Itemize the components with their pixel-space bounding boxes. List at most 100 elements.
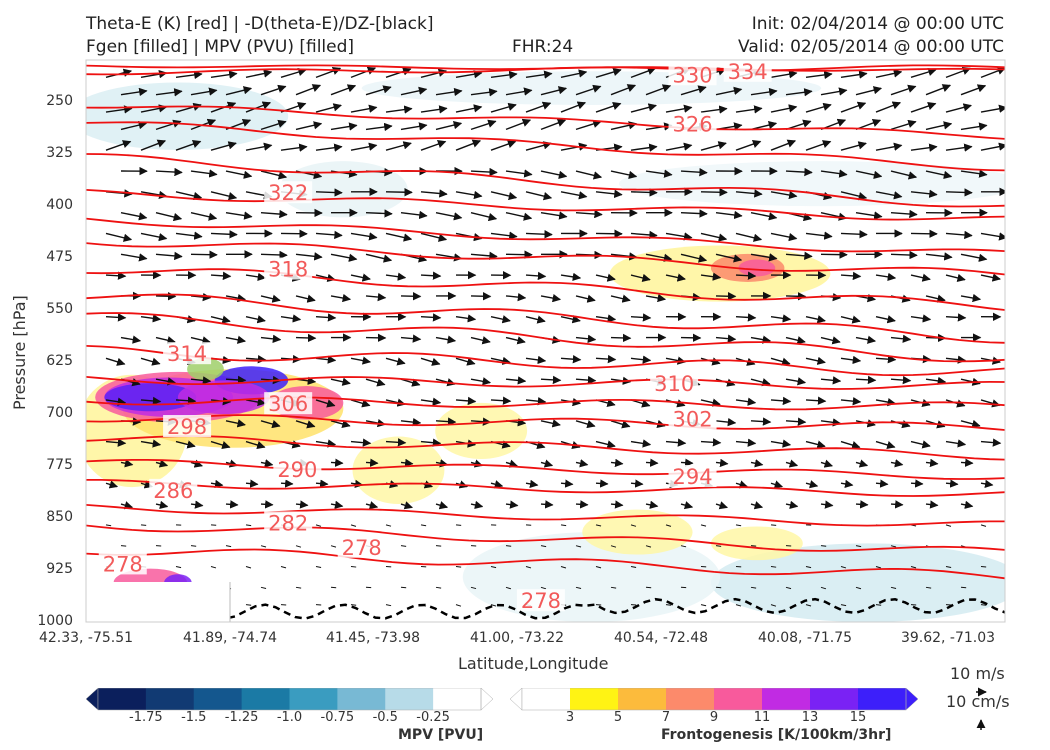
theta-e-contour: [86, 376, 1005, 390]
y-tick-label: 700: [46, 404, 73, 421]
wind-arrow: [890, 334, 912, 343]
wind-arrow: [910, 143, 938, 152]
wind-arrow: [785, 500, 799, 510]
wind-arrow: [630, 355, 652, 364]
wind-arrow: [525, 355, 547, 365]
wind-arrow: [490, 102, 517, 113]
wind-speed-legend: 10 m/s: [950, 664, 1005, 683]
wind-arrow: [770, 314, 792, 323]
wind-arrow: [575, 334, 597, 343]
wind-arrow: [505, 211, 533, 221]
field-shading: [86, 82, 289, 150]
wind-arrow: [890, 119, 917, 131]
wind-arrow: [980, 604, 987, 606]
contour-label: 298: [167, 415, 207, 439]
mpv-colorbar-title: MPV [PVU]: [398, 727, 484, 743]
wind-arrow: [315, 230, 343, 240]
wind-arrow: [785, 417, 807, 426]
mpv-colorbar-tick: -1.0: [276, 710, 303, 725]
wind-arrow: [750, 253, 778, 262]
mpv-colorbar-tick: -1.25: [224, 710, 259, 725]
wind-arrow: [225, 211, 253, 220]
wind-arrow: [715, 334, 737, 343]
wind-arrow: [540, 86, 568, 96]
field-shading: [352, 436, 445, 504]
wind-arrow: [770, 396, 792, 406]
wind-arrow: [505, 87, 533, 96]
wind-arrow: [890, 84, 917, 96]
wind-arrow: [960, 253, 988, 262]
wind-arrow: [330, 84, 357, 96]
wind-arrow: [805, 566, 812, 569]
wind-arrow: [910, 189, 938, 198]
wind-arrow: [840, 355, 862, 365]
theta-e-contour: [86, 242, 1005, 276]
wind-arrow: [700, 438, 722, 447]
forecast-hour: FHR:24: [512, 37, 574, 57]
wind-arrow: [245, 69, 273, 79]
wind-arrow: [735, 105, 763, 114]
wind-arrow: [350, 524, 357, 527]
contour-label-bg: [163, 415, 212, 438]
wind-arrow: [470, 336, 491, 345]
wind-arrow: [840, 191, 868, 201]
wind-arrow: [365, 458, 379, 467]
wind-arrow: [715, 86, 743, 96]
wind-arrow: [770, 139, 797, 151]
wind-arrow: [665, 524, 672, 527]
wind-arrow: [910, 479, 924, 488]
wind-arrow: [715, 253, 743, 263]
wind-arrow: [945, 103, 972, 113]
wind-arrow: [820, 586, 827, 590]
wind-arrow: [260, 334, 282, 344]
contour-label-bg: [98, 552, 147, 575]
wind-arrow: [700, 232, 728, 242]
wind-arrow: [575, 84, 602, 96]
wind-arrow: [315, 566, 322, 568]
wind-arrow: [735, 271, 757, 280]
wind-arrow: [470, 88, 498, 97]
wind-arrow: [385, 438, 407, 447]
wind-arrow: [665, 438, 687, 447]
wind-arrow: [875, 355, 897, 364]
wind-arrow: [560, 479, 574, 488]
wind-arrow: [295, 500, 309, 509]
wind-arrow: [665, 273, 686, 282]
mpv-colorbar-tick: -1.75: [129, 710, 163, 725]
wind-arrow: [420, 140, 447, 151]
wind-arrow: [630, 273, 651, 283]
wind-arrow: [700, 105, 728, 114]
theta-e-contour: [86, 312, 1005, 363]
wind-arrow: [855, 500, 869, 509]
wind-arrow: [540, 211, 568, 220]
wind-arrow: [105, 232, 133, 242]
wind-arrow: [245, 566, 252, 569]
stability-dashed-line: [204, 597, 1005, 620]
fgen-colorbar-tick: 9: [709, 710, 719, 725]
wind-arrow: [365, 253, 393, 263]
wind-arrow: [155, 211, 183, 222]
wind-arrow: [210, 141, 237, 151]
wind-arrow: [525, 315, 546, 324]
wind-arrow: [245, 524, 252, 527]
wind-arrow: [210, 70, 238, 79]
wind-arrow: [875, 142, 903, 151]
wind-arrow: [210, 230, 238, 239]
wind-arrow: [350, 565, 357, 568]
wind-arrow: [785, 251, 813, 260]
wind-arrow: [980, 232, 1005, 241]
wind-arrow: [925, 500, 939, 509]
wind-arrow: [595, 102, 622, 113]
wind-arrow: [805, 480, 819, 489]
wind-arrow: [175, 566, 182, 569]
wind-arrow: [190, 250, 218, 259]
wind-arrow: [770, 190, 798, 200]
wind-arrow: [630, 188, 658, 197]
wind-arrow: [805, 102, 832, 113]
wind-arrow: [330, 500, 344, 509]
wind-arrow: [490, 70, 518, 80]
wind-arrow: [595, 479, 609, 488]
wind-arrow: [805, 604, 812, 607]
wind-arrow: [280, 566, 287, 569]
